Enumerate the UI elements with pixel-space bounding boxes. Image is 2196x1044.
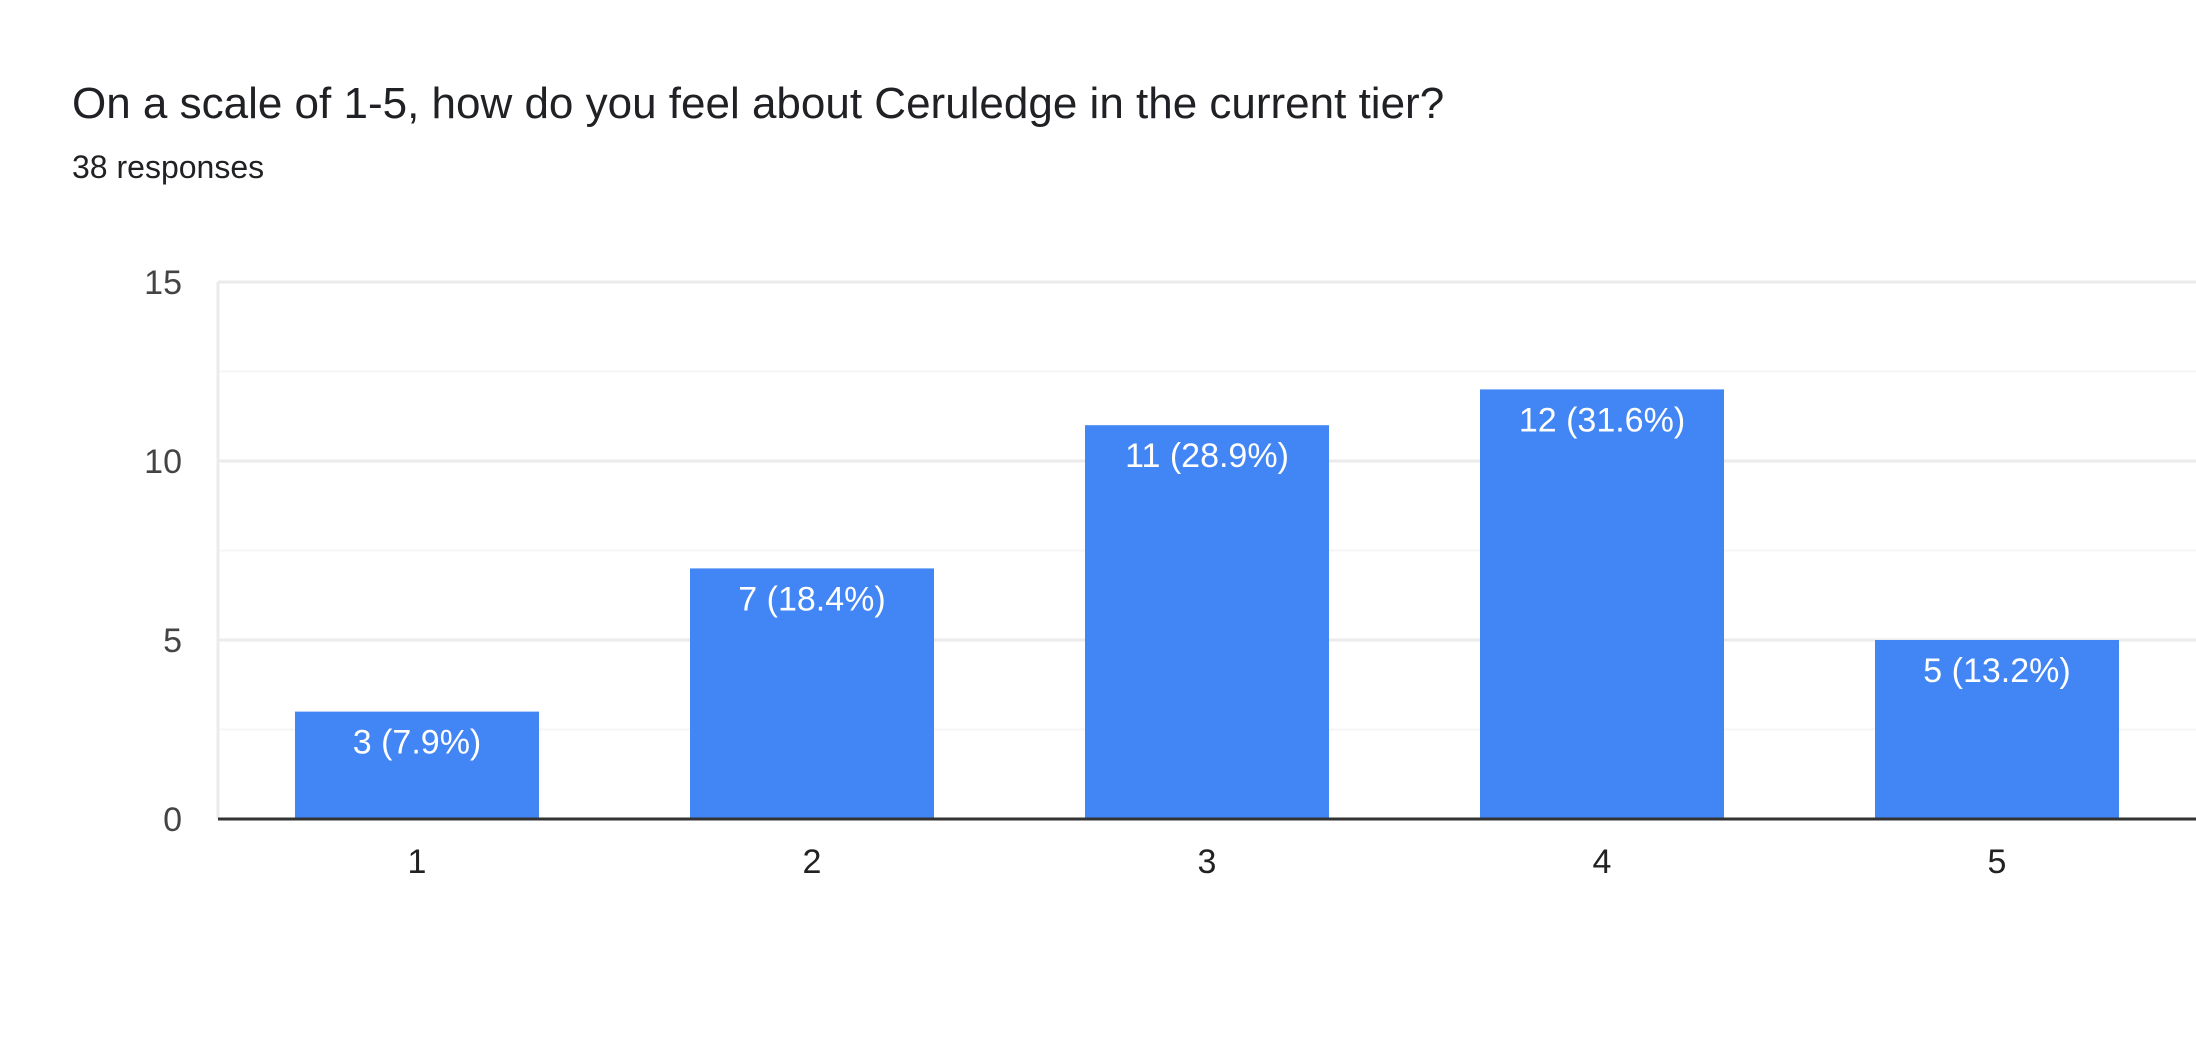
- bar: [1480, 389, 1724, 819]
- bar-data-label: 11 (28.9%): [1125, 437, 1289, 475]
- response-count: 38 responses: [72, 149, 265, 185]
- axes: [216, 282, 2196, 821]
- x-category-label: 3: [1198, 843, 1217, 881]
- x-axis-categories: 1 2 3 4 5: [408, 843, 2007, 881]
- bar: [1875, 640, 2119, 819]
- y-tick-label: 15: [144, 264, 182, 302]
- bars: [295, 389, 2119, 819]
- bar-data-label: 12 (31.6%): [1519, 401, 1685, 439]
- bar-data-labels: 3 (7.9%) 7 (18.4%) 11 (28.9%) 12 (31.6%) 5 (…: [353, 401, 2071, 761]
- bar-data-label: 5 (13.2%): [1923, 652, 2070, 690]
- x-category-label: 1: [408, 843, 427, 881]
- x-category-label: 5: [1988, 843, 2007, 881]
- bar: [690, 568, 934, 819]
- bar-data-label: 7 (18.4%): [738, 580, 885, 618]
- y-tick-label: 0: [163, 801, 182, 839]
- x-category-label: 2: [803, 843, 822, 881]
- bar-data-label: 3 (7.9%): [353, 724, 482, 762]
- y-tick-label: 10: [144, 443, 182, 481]
- y-tick-label: 5: [163, 622, 182, 660]
- x-category-label: 4: [1593, 843, 1612, 881]
- bar: [1085, 425, 1329, 819]
- bar: [295, 711, 539, 819]
- y-axis-ticks: 0 5 10 15: [144, 264, 182, 839]
- question-title: On a scale of 1-5, how do you feel about…: [72, 79, 1445, 128]
